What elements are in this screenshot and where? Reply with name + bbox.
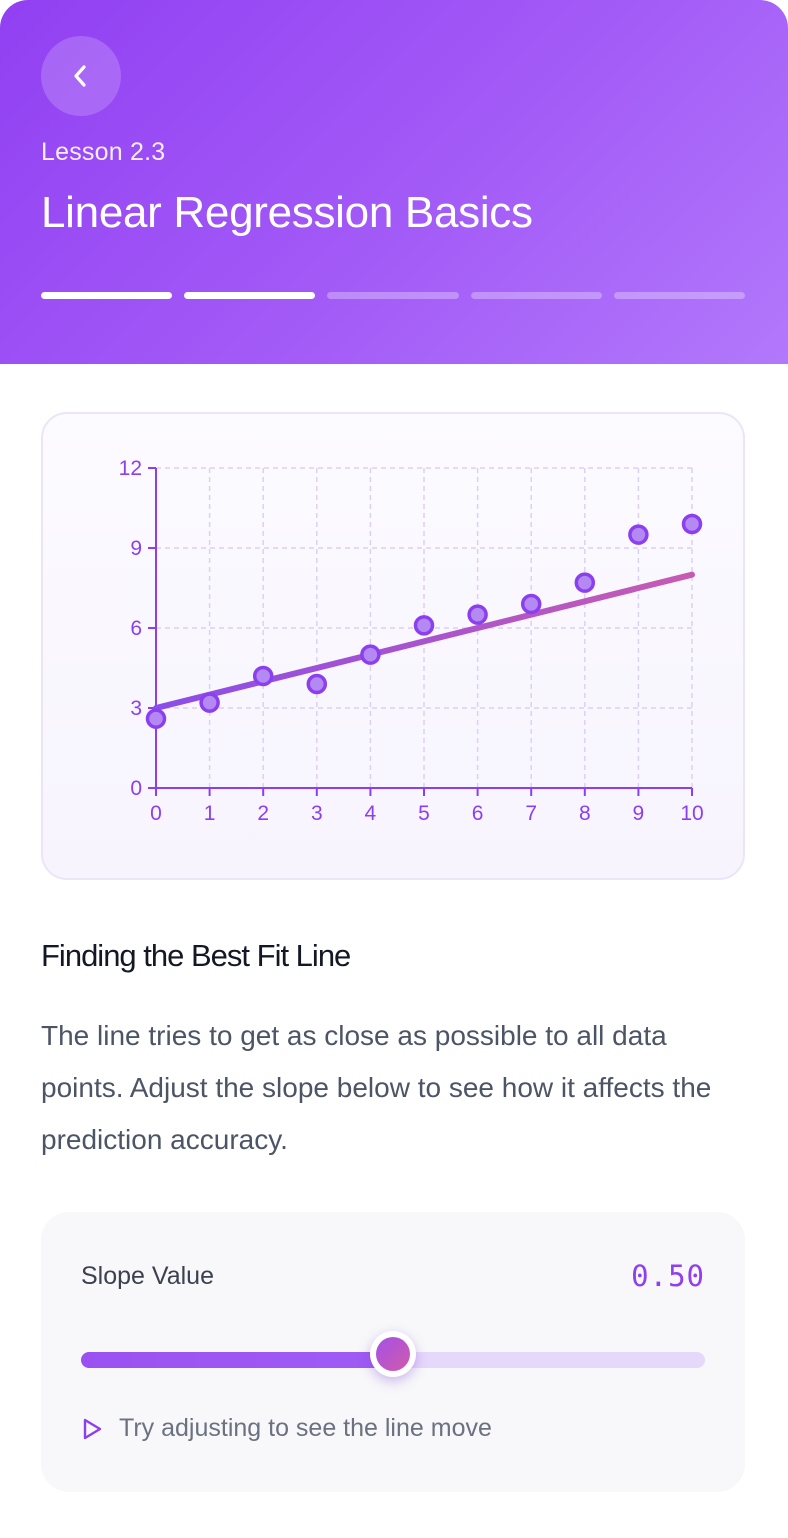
x-tick-label: 2: [257, 802, 269, 825]
lesson-title: Linear Regression Basics: [41, 188, 533, 237]
section-body: The line tries to get as close as possib…: [41, 1020, 712, 1155]
progress-step: [613, 292, 746, 299]
section-title: Finding the Best Fit Line: [41, 938, 351, 973]
data-point: [199, 692, 220, 713]
hint-text: Try adjusting to see the line move: [119, 1414, 492, 1442]
progress-step: [327, 292, 459, 299]
progress-step: [41, 292, 173, 299]
play-outline-icon: [83, 1418, 102, 1439]
slider-fill: [81, 1352, 393, 1368]
progress-step: [470, 292, 602, 299]
y-tick-label: 3: [130, 697, 142, 720]
x-tick-label: 9: [633, 802, 645, 825]
y-tick-label: 6: [130, 617, 142, 640]
data-point: [145, 708, 167, 729]
data-point: [628, 524, 649, 545]
x-tick-label: 8: [579, 802, 591, 825]
data-point: [360, 644, 381, 665]
progress-step: [184, 292, 316, 299]
data-point: [467, 604, 488, 625]
y-tick-label: 12: [119, 457, 142, 480]
data-point: [681, 513, 703, 535]
lesson-progress: [41, 292, 746, 300]
scatter-chart-card: 0 1 2 3 4 5 6 7 8 9 10 0 3 6 9 12: [41, 412, 745, 880]
x-tick-label: 1: [204, 802, 216, 825]
data-point: [252, 665, 274, 687]
x-tick-label: 6: [472, 802, 484, 825]
data-point: [413, 615, 435, 636]
x-tick-label: 5: [418, 802, 430, 825]
slider-thumb-core: [376, 1337, 410, 1371]
slider-hint: Try adjusting to see the line move: [81, 1414, 492, 1443]
y-tick-label: 0: [130, 777, 142, 800]
x-tick-label: 10: [680, 802, 703, 825]
x-tick-label: 7: [525, 802, 537, 825]
data-point: [520, 593, 542, 615]
data-point: [574, 572, 596, 593]
slider-thumb[interactable]: [370, 1331, 416, 1377]
y-tick-label: 9: [130, 537, 142, 560]
x-tick-label: 3: [311, 802, 323, 825]
back-button[interactable]: [41, 36, 121, 116]
chevron-left-icon: [74, 65, 86, 87]
lesson-header: Lesson 2.3 Linear Regression Basics: [0, 0, 788, 364]
regression-line: [153, 571, 695, 711]
slope-slider[interactable]: [81, 1331, 705, 1377]
x-tick-label: 4: [365, 802, 377, 825]
x-tick-label: 0: [150, 802, 162, 825]
slope-value: 0.50: [631, 1259, 705, 1293]
data-point: [306, 673, 328, 695]
lesson-number: Lesson 2.3: [41, 138, 166, 166]
slope-label: Slope Value: [81, 1262, 214, 1290]
